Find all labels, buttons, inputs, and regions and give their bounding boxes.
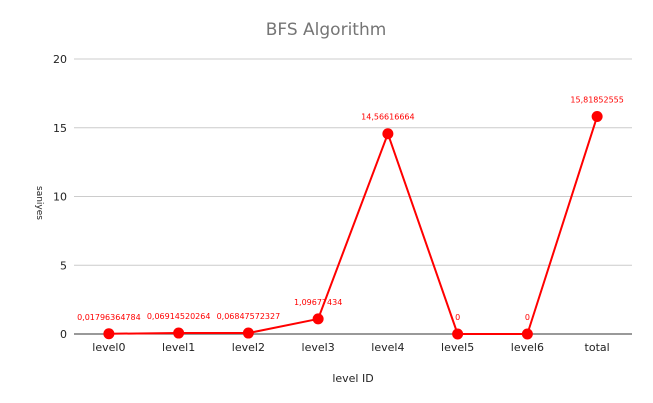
- data-label: 0,01796364784: [77, 313, 141, 322]
- y-tick-label: 15: [53, 122, 67, 135]
- data-point: [521, 328, 533, 340]
- data-point: [452, 328, 464, 340]
- x-tick-label: level2: [232, 341, 265, 354]
- data-point: [103, 328, 115, 340]
- y-tick-label: 5: [60, 259, 67, 272]
- data-label: 14,56616664: [361, 113, 414, 122]
- data-point: [591, 110, 603, 122]
- x-tick-label: level3: [302, 341, 335, 354]
- x-axis-title: level ID: [332, 372, 373, 385]
- x-tick-label: level0: [92, 341, 125, 354]
- data-labels: 0,01796364784 0,06914520264 0,06847572327 1…: [77, 95, 624, 322]
- x-tick-label: level5: [441, 341, 474, 354]
- grid-lines: [74, 58, 632, 266]
- y-tick-label: 0: [60, 328, 67, 341]
- x-tick-label: level4: [371, 341, 404, 354]
- series-layer: [103, 110, 603, 340]
- data-point: [312, 313, 324, 325]
- y-axis-title: saniyes: [34, 186, 44, 220]
- y-tick-label: 10: [53, 191, 67, 204]
- x-tick-label: level1: [162, 341, 195, 354]
- data-point: [382, 128, 394, 140]
- data-label: 1,09677434: [294, 298, 342, 307]
- chart-title: BFS Algorithm: [266, 20, 387, 40]
- data-label: 15,81852555: [570, 95, 623, 104]
- data-label: 0: [455, 313, 460, 322]
- data-label: 0,06847572327: [217, 312, 281, 321]
- x-axis-ticks: level0 level1 level2 level3 level4 level5 leve…: [92, 341, 609, 354]
- data-label: 0,06914520264: [147, 312, 211, 321]
- data-label: 0: [525, 313, 530, 322]
- data-point: [173, 327, 185, 339]
- x-tick-label: total: [585, 341, 610, 354]
- data-point: [242, 327, 254, 339]
- y-axis-ticks: 0 5 10 15 20: [53, 53, 67, 341]
- series-line: [108, 116, 599, 335]
- y-tick-label: 20: [53, 53, 67, 66]
- x-tick-label: level6: [511, 341, 544, 354]
